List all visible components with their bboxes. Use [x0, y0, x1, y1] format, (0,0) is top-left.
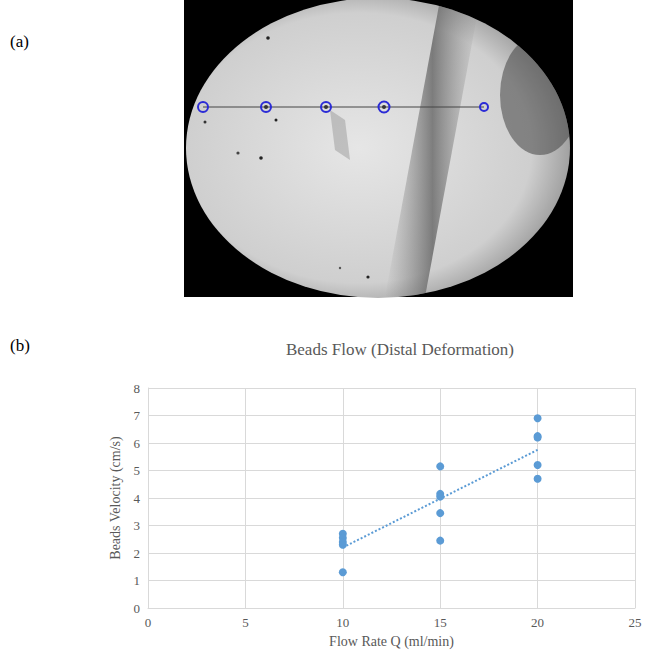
svg-text:5: 5	[242, 615, 249, 630]
svg-text:3: 3	[134, 518, 141, 533]
svg-text:7: 7	[134, 408, 141, 423]
svg-text:6: 6	[134, 436, 141, 451]
svg-text:0: 0	[145, 615, 152, 630]
svg-text:20: 20	[531, 615, 544, 630]
svg-text:2: 2	[134, 546, 141, 561]
html-text:(a): (a)	[10, 32, 29, 51]
svg-text:5: 5	[134, 463, 141, 478]
svg-text:Beads Flow (Distal Deformation: Beads Flow (Distal Deformation)	[286, 340, 514, 359]
html-text:(b): (b)	[10, 336, 30, 355]
svg-text:4: 4	[134, 491, 141, 506]
svg-text:Beads Velocity (cm/s): Beads Velocity (cm/s)	[108, 436, 124, 560]
svg-text:0: 0	[134, 601, 141, 616]
svg-text:15: 15	[434, 615, 447, 630]
svg-text:1: 1	[134, 573, 141, 588]
svg-text:10: 10	[336, 615, 349, 630]
svg-text:Flow Rate Q (ml/min): Flow Rate Q (ml/min)	[329, 634, 454, 650]
svg-text:8: 8	[134, 381, 141, 396]
svg-text:25: 25	[629, 615, 642, 630]
